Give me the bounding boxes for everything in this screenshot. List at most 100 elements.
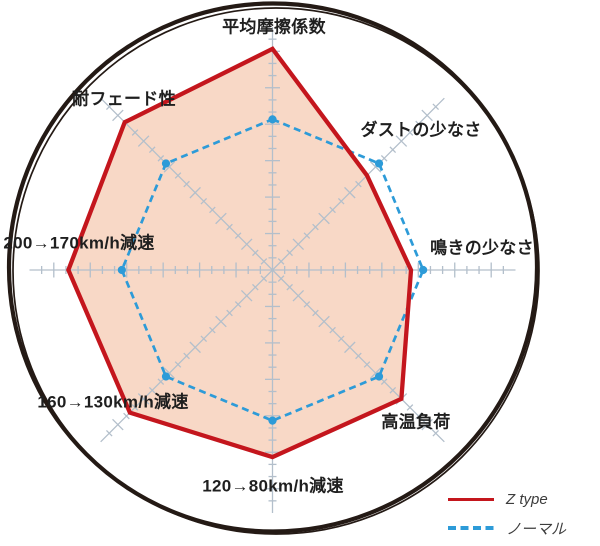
outer-ring-thick (6, 1, 540, 534)
axis-tick (329, 206, 336, 214)
axis-tick (292, 290, 305, 302)
axis-tick (183, 352, 190, 360)
axis-tick (163, 161, 176, 173)
axis-tick (234, 301, 242, 308)
normal-legend-label: ノーマル (506, 520, 567, 538)
axis-label-avg-friction: 平均摩擦係数 (222, 17, 326, 37)
axis-tick (148, 146, 156, 154)
axis-tick (421, 109, 433, 122)
normal-line-swatch (448, 526, 494, 530)
axis-tick (240, 290, 253, 302)
axis-label-decel-160-130: 160→130km/h減速 (37, 392, 189, 412)
axis-tick (189, 341, 201, 354)
axis-tick (260, 275, 268, 282)
axis-tick (209, 326, 216, 334)
axis-tick (252, 249, 259, 257)
axis-tick (318, 315, 330, 328)
axis-tick (406, 129, 414, 136)
axis-tick (215, 212, 227, 225)
axis-tick (363, 361, 371, 368)
ztype-series-line (66, 46, 414, 460)
axis-tick (337, 197, 345, 205)
legend: Z type ノーマル (448, 488, 566, 546)
axis-tick (209, 206, 216, 214)
axis-tick (157, 155, 165, 162)
axis-tick (131, 129, 139, 136)
axis-tick (406, 404, 414, 411)
axis-label-decel-200-170: 200→170km/h減速 (3, 233, 155, 253)
axis-tick (344, 186, 356, 199)
axis-label-low-squeal: 鳴きの少なさ (430, 238, 534, 258)
axis-tick (292, 238, 305, 250)
axis-tick (355, 180, 362, 188)
normal-series-line (120, 117, 425, 423)
axis-tick (277, 275, 285, 282)
axis-tick (318, 212, 330, 225)
normal-series-point (374, 159, 384, 168)
axis-tick (240, 238, 253, 250)
axis-tick (415, 412, 422, 420)
outer-ring-thin (12, 7, 540, 535)
axis-tick (415, 120, 422, 128)
axis-label-low-dust: ダストの少なさ (360, 120, 482, 140)
axis-tick (277, 258, 285, 265)
axis-tick (380, 378, 388, 385)
axis-tick (432, 429, 440, 437)
axis-tick (148, 386, 156, 394)
axis-tick (389, 146, 397, 154)
axis-tick (112, 418, 124, 431)
ztype-line-swatch (448, 497, 494, 501)
axis-label-high-temp-load: 高温負荷 (381, 412, 451, 432)
axis-tick (337, 335, 345, 343)
axis-tick (329, 326, 336, 334)
normal-series-point (161, 372, 171, 381)
axis-tick (369, 367, 382, 379)
axis-tick (174, 361, 182, 368)
axis-tick (105, 103, 113, 111)
axis-tick (421, 418, 433, 431)
axis-tick (355, 352, 362, 360)
axis-tick (200, 197, 208, 205)
axis-tick (344, 341, 356, 354)
normal-series-point (268, 115, 277, 124)
normal-series-point (374, 372, 384, 381)
ztype-legend-label: Z type (506, 490, 548, 508)
axis-label-decel-120-80: 120→80km/h減速 (202, 476, 344, 496)
axis-tick (286, 283, 293, 291)
axis-tick (105, 429, 113, 437)
normal-series-point (117, 265, 126, 275)
axis-tick (432, 103, 440, 111)
axis-tick (252, 283, 259, 291)
axis-tick (226, 223, 233, 231)
legend-item-normal: ノーマル (448, 517, 566, 539)
axis-tick (131, 404, 139, 411)
axis-tick (312, 309, 319, 317)
legend-item-ztype: Z type (448, 488, 566, 510)
axis-tick (260, 258, 268, 265)
axis-tick (303, 232, 311, 239)
normal-series-point (268, 416, 277, 425)
axis-tick (389, 386, 397, 394)
axis-tick (157, 378, 165, 385)
axis-tick (234, 232, 242, 239)
axis-tick (312, 223, 319, 231)
axis-tick (137, 135, 150, 147)
axis-tick (189, 186, 201, 199)
axis-tick (200, 335, 208, 343)
normal-series-point (419, 265, 428, 275)
axis-tick (137, 393, 150, 405)
axis-tick (369, 161, 382, 173)
normal-series-point (161, 159, 171, 168)
axis-tick (303, 301, 311, 308)
axis-tick (380, 155, 388, 162)
axis-tick (395, 135, 408, 147)
axis-tick (112, 109, 124, 122)
axis-tick (215, 315, 227, 328)
axis-tick (226, 309, 233, 317)
axis-label-fade-resistance: 耐フェード性 (72, 89, 176, 109)
axis-tick (286, 249, 293, 257)
axis-tick (174, 172, 182, 179)
axis-tick (183, 180, 190, 188)
